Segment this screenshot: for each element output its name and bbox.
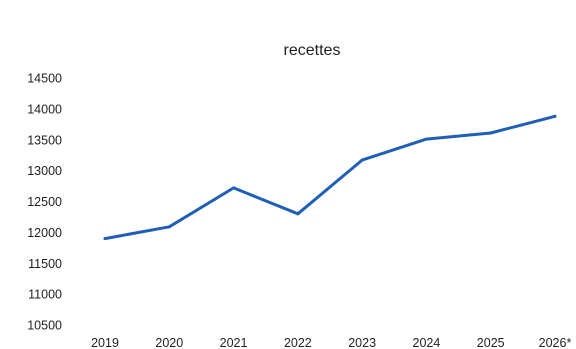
y-tick-label: 11500: [28, 257, 62, 271]
x-tick-label: 2019: [91, 336, 119, 349]
x-axis-tick-labels: 2019 2020 2021 2022 2023 2024 2025 2026*: [91, 336, 571, 349]
data-point: [360, 158, 364, 162]
data-point: [232, 186, 236, 190]
data-point: [489, 131, 493, 135]
x-tick-label: 2022: [284, 336, 312, 349]
x-tick-label: 2021: [220, 336, 248, 349]
data-point: [103, 237, 107, 241]
chart-title: recettes: [284, 42, 341, 59]
x-tick-label: 2023: [348, 336, 376, 349]
data-point: [167, 225, 171, 229]
y-tick-label: 13500: [27, 133, 62, 147]
data-point: [424, 137, 428, 141]
series-layer: [103, 114, 557, 241]
series-line: [103, 114, 557, 241]
x-tick-label: 2026*: [539, 336, 572, 349]
x-tick-label: 2020: [155, 336, 183, 349]
y-tick-label: 10500: [27, 319, 62, 333]
y-tick-label: 12000: [27, 226, 62, 240]
data-point: [296, 212, 300, 216]
y-tick-label: 12500: [27, 195, 62, 209]
x-tick-label: 2024: [413, 336, 441, 349]
y-axis-tick-labels: 10500 11000 11500 12000 12500 13000 13500 14000…: [27, 72, 62, 333]
y-tick-label: 13000: [27, 164, 62, 178]
data-point: [553, 114, 557, 118]
y-tick-label: 14500: [27, 72, 62, 86]
x-tick-label: 2025: [477, 336, 505, 349]
y-tick-label: 11000: [28, 288, 62, 302]
y-tick-label: 14000: [27, 102, 62, 116]
